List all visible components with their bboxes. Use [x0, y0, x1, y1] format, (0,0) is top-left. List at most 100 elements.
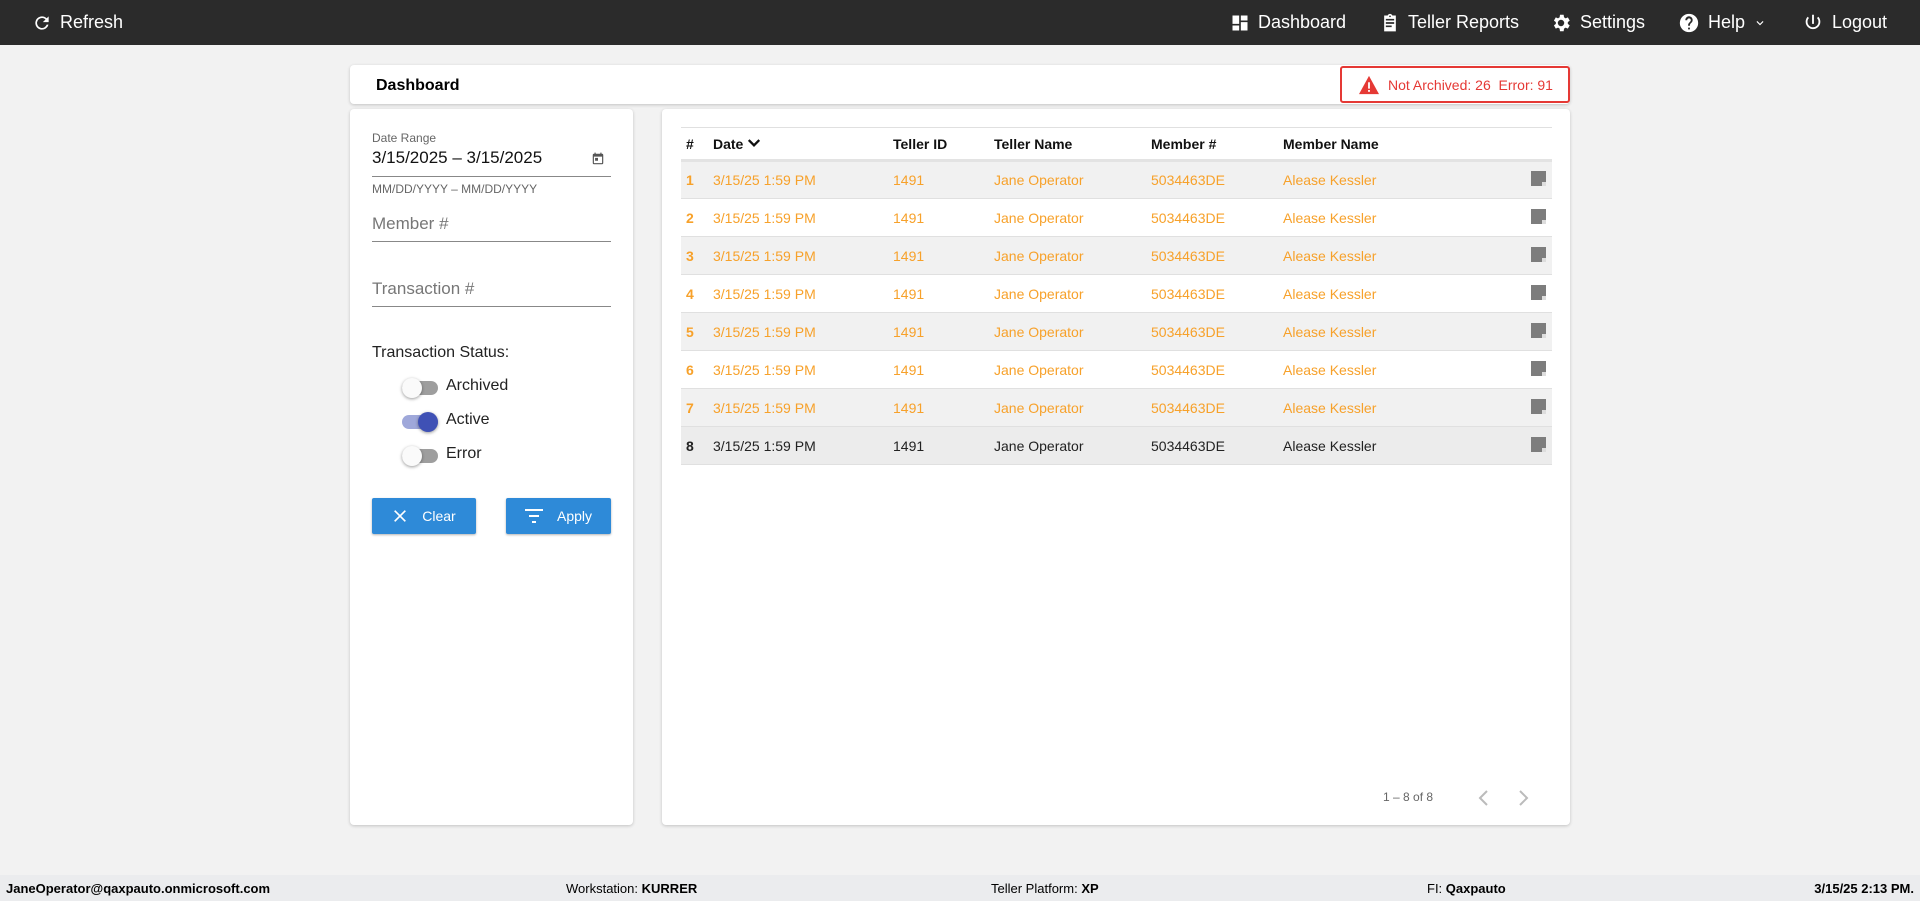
row-actions	[1488, 426, 1552, 465]
clear-button[interactable]: Clear	[372, 498, 476, 534]
row-number: 5	[681, 312, 713, 351]
calendar-icon[interactable]	[591, 152, 605, 166]
table-row[interactable]: 8 3/15/25 1:59 PM 1491 Jane Operator 5034463…	[681, 426, 1552, 465]
nav-help[interactable]: Help	[1678, 0, 1767, 45]
note-icon[interactable]	[1531, 208, 1546, 224]
apply-label: Apply	[556, 508, 593, 524]
note-icon[interactable]	[1531, 360, 1546, 376]
nav-dashboard-label: Dashboard	[1258, 12, 1347, 32]
member-number-input[interactable]: Member #	[372, 214, 611, 242]
row-member-name: Alease Kessler	[1283, 160, 1488, 199]
next-page-button[interactable]	[1515, 788, 1531, 808]
row-number: 1	[681, 160, 713, 199]
note-icon[interactable]	[1531, 171, 1546, 186]
row-number: 3	[681, 236, 713, 275]
note-icon[interactable]	[1531, 322, 1546, 338]
nav-logout[interactable]: Logout	[1802, 0, 1887, 45]
fi-label: FI:	[1427, 881, 1443, 896]
row-date: 3/15/25 1:59 PM	[713, 198, 893, 237]
note-icon[interactable]	[1531, 284, 1546, 300]
table-row[interactable]: 5 3/15/25 1:59 PM 1491 Jane Operator 5034463…	[681, 312, 1552, 351]
table-row[interactable]: 1 3/15/25 1:59 PM 1491 Jane Operator 5034463…	[681, 160, 1552, 199]
table-row[interactable]: 7 3/15/25 1:59 PM 1491 Jane Operator 5034463…	[681, 388, 1552, 427]
col-header-number: #	[681, 127, 713, 162]
row-member-name: Alease Kessler	[1283, 350, 1488, 389]
refresh-icon	[35, 15, 49, 30]
table-row[interactable]: 6 3/15/25 1:59 PM 1491 Jane Operator 5034463…	[681, 350, 1552, 389]
transaction-number-placeholder: Transaction #	[372, 279, 475, 298]
table-row[interactable]: 4 3/15/25 1:59 PM 1491 Jane Operator 5034463…	[681, 274, 1552, 313]
row-member-number: 5034463DE	[1151, 426, 1283, 465]
row-member-name: Alease Kessler	[1283, 388, 1488, 427]
date-range-label: Date Range	[372, 131, 437, 145]
row-number: 6	[681, 350, 713, 389]
member-number-placeholder: Member #	[372, 214, 449, 233]
pagination-range: 1 – 8 of 8	[1383, 790, 1434, 804]
table-row[interactable]: 2 3/15/25 1:59 PM 1491 Jane Operator 5034463…	[681, 198, 1552, 237]
row-teller-name: Jane Operator	[994, 274, 1151, 313]
transaction-status-label: Transaction Status:	[372, 344, 510, 361]
table-row[interactable]: 3 3/15/25 1:59 PM 1491 Jane Operator 5034463…	[681, 236, 1552, 275]
filter-icon	[524, 509, 543, 523]
row-teller-name: Jane Operator	[994, 388, 1151, 427]
row-number: 8	[681, 426, 713, 465]
active-toggle[interactable]	[402, 412, 438, 432]
row-teller-name: Jane Operator	[994, 350, 1151, 389]
note-icon[interactable]	[1531, 398, 1546, 414]
nav-teller-reports-label: Teller Reports	[1408, 12, 1520, 32]
col-header-teller-name[interactable]: Teller Name	[994, 127, 1151, 162]
nav-help-label: Help	[1708, 12, 1746, 32]
platform-label: Teller Platform:	[991, 881, 1078, 896]
nav-settings-label: Settings	[1580, 12, 1646, 32]
nav-dashboard[interactable]: Dashboard	[1230, 0, 1346, 45]
row-teller-id: 1491	[893, 198, 994, 237]
row-date: 3/15/25 1:59 PM	[713, 350, 893, 389]
row-teller-id: 1491	[893, 312, 994, 351]
row-member-name: Alease Kessler	[1283, 426, 1488, 465]
row-member-name: Alease Kessler	[1283, 198, 1488, 237]
workstation-value: KURRER	[641, 881, 698, 896]
status-alert-badge[interactable]: Not Archived: 26 Error: 91	[1340, 66, 1570, 103]
row-teller-id: 1491	[893, 350, 994, 389]
col-header-date[interactable]: Date	[713, 127, 893, 162]
power-icon	[1805, 14, 1821, 29]
fi-value: Qaxpauto	[1445, 881, 1506, 896]
row-date: 3/15/25 1:59 PM	[713, 426, 893, 465]
row-teller-name: Jane Operator	[994, 198, 1151, 237]
row-actions	[1488, 198, 1552, 237]
page-title: Dashboard	[376, 77, 460, 94]
top-nav-bar: Refresh Dashboard Teller Reports Setting…	[0, 0, 1920, 45]
note-icon[interactable]	[1531, 436, 1546, 452]
date-range-input[interactable]: 3/15/2025 – 3/15/2025	[372, 148, 611, 177]
row-member-number: 5034463DE	[1151, 160, 1283, 199]
nav-settings[interactable]: Settings	[1550, 0, 1645, 45]
previous-page-button[interactable]	[1476, 788, 1492, 808]
row-teller-id: 1491	[893, 236, 994, 275]
col-header-teller-id[interactable]: Teller ID	[893, 127, 994, 162]
close-icon	[394, 510, 407, 522]
col-header-member-name[interactable]: Member Name	[1283, 127, 1488, 162]
filter-panel	[350, 109, 633, 825]
note-icon[interactable]	[1531, 246, 1546, 262]
row-date: 3/15/25 1:59 PM	[713, 236, 893, 275]
refresh-button[interactable]: Refresh	[32, 0, 123, 45]
apply-button[interactable]: Apply	[506, 498, 611, 534]
row-member-number: 5034463DE	[1151, 274, 1283, 313]
row-teller-name: Jane Operator	[994, 236, 1151, 275]
row-actions	[1488, 274, 1552, 313]
dashboard-icon	[1232, 15, 1248, 30]
row-member-number: 5034463DE	[1151, 350, 1283, 389]
gear-icon	[1553, 14, 1570, 31]
row-member-name: Alease Kessler	[1283, 274, 1488, 313]
row-teller-id: 1491	[893, 426, 994, 465]
error-toggle[interactable]	[402, 446, 438, 466]
row-member-name: Alease Kessler	[1283, 312, 1488, 351]
row-member-number: 5034463DE	[1151, 312, 1283, 351]
transaction-number-input[interactable]: Transaction #	[372, 279, 611, 307]
nav-teller-reports[interactable]: Teller Reports	[1380, 0, 1519, 45]
row-member-number: 5034463DE	[1151, 388, 1283, 427]
row-actions	[1488, 388, 1552, 427]
archived-toggle[interactable]	[402, 378, 438, 398]
row-member-number: 5034463DE	[1151, 236, 1283, 275]
col-header-member-number[interactable]: Member #	[1151, 127, 1283, 162]
